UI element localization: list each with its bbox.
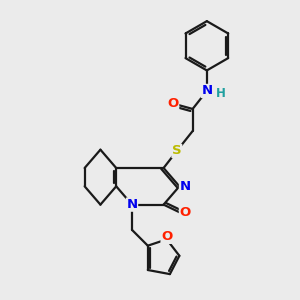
Text: O: O — [161, 230, 172, 243]
Text: N: N — [126, 198, 138, 211]
Text: H: H — [215, 87, 225, 100]
Text: N: N — [179, 180, 191, 193]
Text: S: S — [172, 144, 182, 158]
Text: O: O — [179, 206, 191, 219]
Text: N: N — [201, 84, 212, 98]
Text: O: O — [167, 97, 179, 110]
